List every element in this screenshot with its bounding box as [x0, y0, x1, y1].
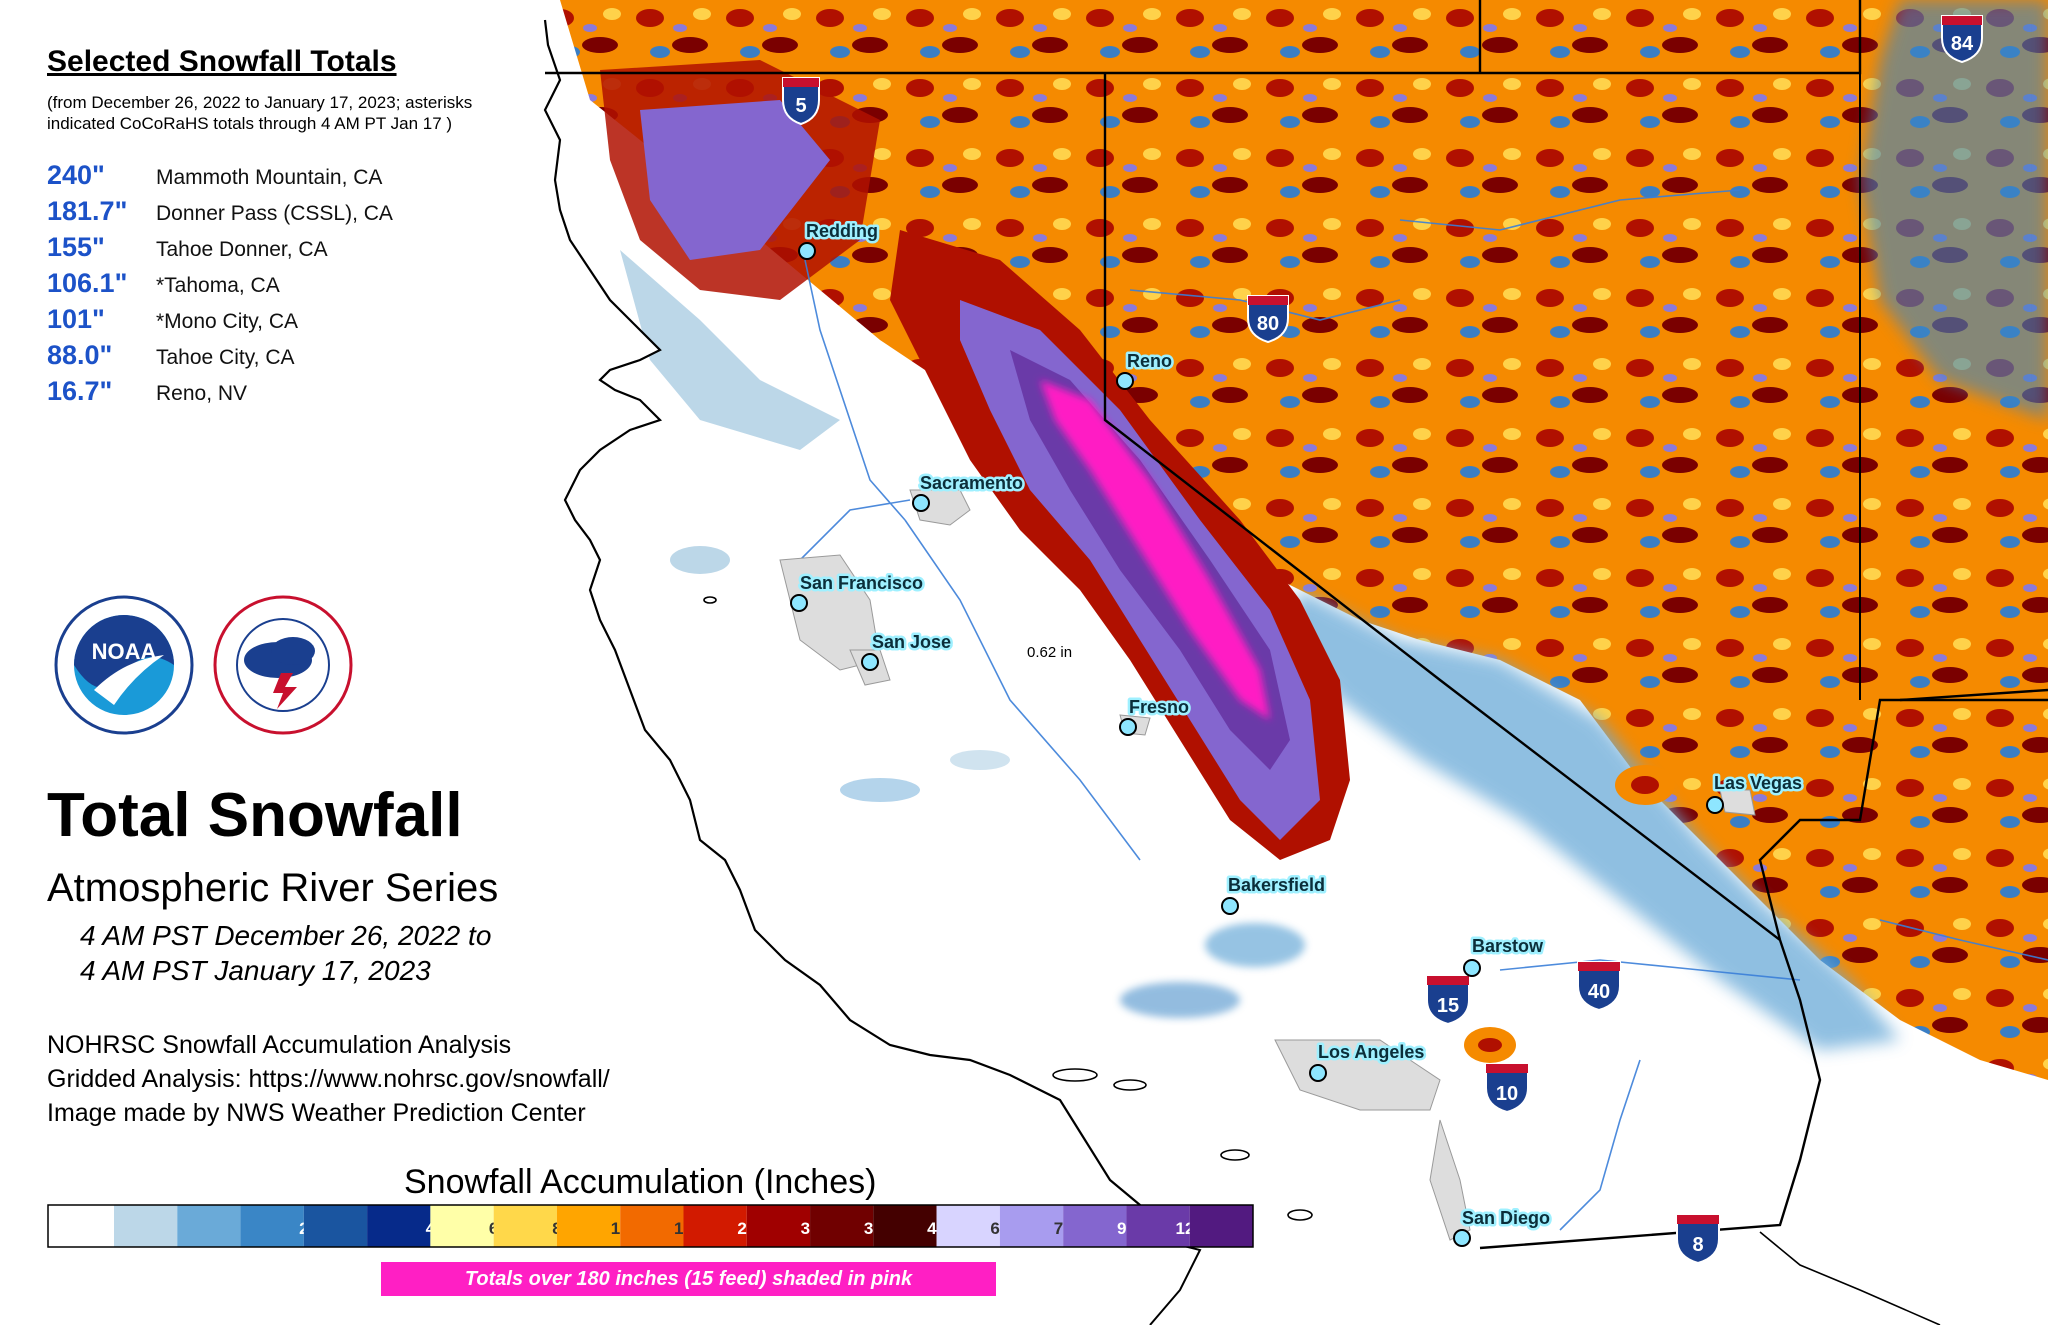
- city-fresno: Fresno: [1119, 695, 1192, 736]
- city-los-angeles: Los Angeles: [1309, 1040, 1427, 1082]
- legend-swatch: [367, 1205, 431, 1247]
- legend-swatch: [620, 1205, 684, 1247]
- date-range-end: 4 AM PST January 17, 2023: [80, 955, 431, 986]
- total-value: 181.7": [47, 196, 128, 226]
- city-sacramento: Sacramento: [912, 471, 1026, 512]
- total-value: 240": [47, 160, 105, 190]
- total-location: Donner Pass (CSSL), CA: [156, 202, 393, 225]
- city-label: Bakersfield: [1228, 875, 1325, 895]
- interstate-label: 5: [795, 95, 806, 117]
- total-value: 88.0": [47, 340, 113, 370]
- interstate-label: 15: [1437, 995, 1459, 1017]
- legend-colorbar: 2468121824303648607296120: [47, 1204, 1254, 1248]
- interstate-15-shield: 15: [1426, 975, 1470, 1026]
- legend-swatch: [48, 1205, 114, 1247]
- page-title: Total Snowfall: [47, 781, 463, 850]
- legend-swatch: [556, 1205, 621, 1247]
- nws-logo: [213, 595, 353, 735]
- legend-note: Totals over 180 inches (15 feed) shaded …: [381, 1262, 996, 1296]
- city-san-diego: San Diego: [1453, 1206, 1553, 1247]
- city-label: Los Angeles: [1318, 1042, 1424, 1062]
- legend-title: Snowfall Accumulation (Inches): [404, 1163, 877, 1201]
- legend-swatch: [936, 1205, 1000, 1247]
- legend-swatch: [430, 1205, 494, 1247]
- interstate-label: 40: [1588, 981, 1610, 1003]
- city-label: Reno: [1127, 351, 1172, 371]
- legend-swatch: [1126, 1205, 1190, 1247]
- page-subtitle: Atmospheric River Series: [47, 866, 499, 910]
- date-range-start: 4 AM PST December 26, 2022 to: [80, 920, 492, 951]
- credit-line: Image made by NWS Weather Prediction Cen…: [47, 1099, 586, 1127]
- city-label: Fresno: [1129, 697, 1189, 717]
- total-location: Tahoe City, CA: [156, 346, 295, 369]
- total-value: 101": [47, 304, 105, 334]
- selected-totals-subtitle: (from December 26, 2022 to January 17, 2…: [47, 93, 473, 133]
- city-label: Sacramento: [920, 473, 1023, 493]
- total-value: 106.1": [47, 268, 128, 298]
- city-label: Redding: [806, 221, 878, 241]
- total-location: Mammoth Mountain, CA: [156, 166, 383, 189]
- total-value: 16.7": [47, 376, 113, 406]
- city-san-jose: San Jose: [861, 630, 954, 671]
- legend-border: [47, 1204, 1254, 1248]
- interstate-40-shield: 40: [1577, 961, 1621, 1012]
- legend-swatch: [493, 1205, 557, 1247]
- legend-swatch: [999, 1205, 1064, 1247]
- total-location: *Mono City, CA: [156, 310, 298, 333]
- interstate-shields: 5 80 84 15 40 10 8: [782, 15, 1983, 1265]
- interstate-label: 10: [1496, 1083, 1518, 1105]
- city-label: Barstow: [1472, 936, 1544, 956]
- city-markers: Redding Reno Sacramento San Francisco Sa…: [790, 219, 1805, 1247]
- city-label: San Diego: [1462, 1208, 1550, 1228]
- total-location: Reno, NV: [156, 382, 248, 405]
- interstate-8-shield: 8: [1676, 1214, 1720, 1265]
- total-value: 155": [47, 232, 105, 262]
- city-san-francisco: San Francisco: [790, 571, 926, 612]
- interstate-label: 84: [1951, 33, 1974, 55]
- legend-swatch: [683, 1205, 747, 1247]
- credit-line: NOHRSC Snowfall Accumulation Analysis: [47, 1031, 512, 1059]
- total-location: *Tahoma, CA: [156, 274, 280, 297]
- interstate-10-shield: 10: [1485, 1063, 1529, 1114]
- noaa-logo-text: NOAA: [92, 639, 157, 664]
- grid-value-label: 0.62 in: [1027, 644, 1072, 661]
- total-location: Tahoe Donner, CA: [156, 238, 328, 261]
- credit-line: Gridded Analysis: https://www.nohrsc.gov…: [47, 1065, 610, 1093]
- legend-swatch: [873, 1205, 937, 1247]
- legend-swatch: [240, 1205, 304, 1247]
- city-label: Las Vegas: [1714, 773, 1802, 793]
- city-label: San Francisco: [800, 573, 923, 593]
- legend-swatch: [177, 1205, 241, 1247]
- interstate-80-shield: 80: [1247, 295, 1289, 344]
- city-las-vegas: Las Vegas: [1706, 771, 1805, 814]
- legend-swatch: [1063, 1205, 1127, 1247]
- interstate-5-shield: 5: [782, 77, 820, 126]
- city-bakersfield: Bakersfield: [1221, 873, 1328, 915]
- selected-totals-title: Selected Snowfall Totals: [47, 45, 397, 78]
- interstate-label: 80: [1257, 313, 1279, 335]
- city-redding: Redding: [798, 219, 881, 260]
- interstate-label: 8: [1692, 1234, 1703, 1256]
- legend-swatch: [303, 1205, 368, 1247]
- city-label: San Jose: [872, 632, 951, 652]
- legend-swatch: [746, 1205, 811, 1247]
- interstate-84-shield: 84: [1941, 15, 1983, 64]
- legend-swatch: [114, 1205, 178, 1247]
- legend-swatch: [1189, 1205, 1253, 1247]
- city-reno: Reno: [1116, 349, 1175, 390]
- city-barstow: Barstow: [1463, 934, 1547, 977]
- noaa-logo: NOAA: [54, 595, 194, 735]
- legend-swatch: [810, 1205, 874, 1247]
